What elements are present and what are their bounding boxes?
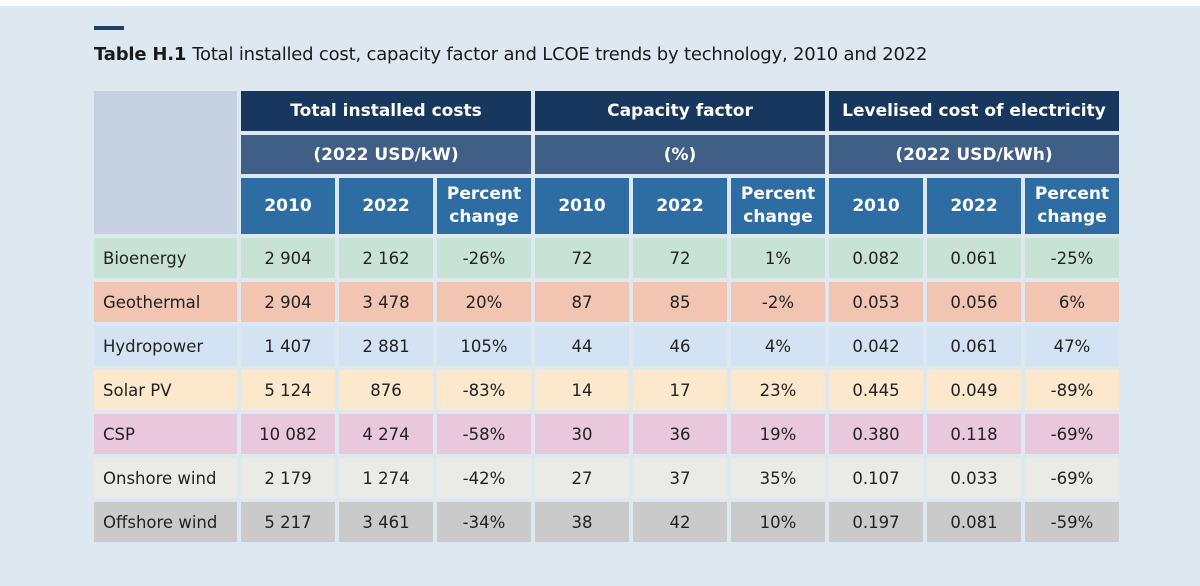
table-cell: 0.197: [829, 502, 923, 542]
table-cell: 10 082: [241, 414, 335, 454]
table-cell: 876: [339, 370, 433, 410]
table-cell: 0.380: [829, 414, 923, 454]
table-cell: -83%: [437, 370, 531, 410]
table-row: Hydropower 1 407 2 881 105% 44 46 4% 0.042 0.061…: [94, 326, 1119, 366]
technology-label: Geothermal: [94, 282, 237, 322]
table-cell: 47%: [1025, 326, 1119, 366]
column-header: 2022: [927, 178, 1021, 234]
table-cell: -89%: [1025, 370, 1119, 410]
table-row: Onshore wind 2 179 1 274 -42% 27 37 35% 0.107 0.…: [94, 458, 1119, 498]
table-title: Table H.1 Total installed cost, capacity …: [94, 44, 928, 65]
table-cell: 2 179: [241, 458, 335, 498]
table-cell: 38: [535, 502, 629, 542]
table-cell: 0.056: [927, 282, 1021, 322]
table-label: Table H.1: [94, 44, 187, 65]
table-cell: 0.118: [927, 414, 1021, 454]
table-cell: 2 162: [339, 238, 433, 278]
table-cell: 19%: [731, 414, 825, 454]
table-cell: -34%: [437, 502, 531, 542]
table-cell: 23%: [731, 370, 825, 410]
column-header: 2010: [829, 178, 923, 234]
table-cell: 5 217: [241, 502, 335, 542]
table-cell: -58%: [437, 414, 531, 454]
table-cell: 37: [633, 458, 727, 498]
table-cell: 30: [535, 414, 629, 454]
table-row: Offshore wind 5 217 3 461 -34% 38 42 10% 0.197 0…: [94, 502, 1119, 542]
table-cell: 20%: [437, 282, 531, 322]
group-header: Total installed costs: [241, 91, 531, 131]
table-cell: 0.445: [829, 370, 923, 410]
group-header: Capacity factor: [535, 91, 825, 131]
table-row: Solar PV 5 124 876 -83% 14 17 23% 0.445 0.049 -89…: [94, 370, 1119, 410]
table-cell: 6%: [1025, 282, 1119, 322]
group-unit: (2022 USD/kWh): [829, 135, 1119, 174]
table-cell: -69%: [1025, 414, 1119, 454]
accent-bar: [94, 26, 124, 30]
column-header: Percent change: [437, 178, 531, 234]
table-cell: -42%: [437, 458, 531, 498]
table-cell: 0.061: [927, 238, 1021, 278]
table-cell: 42: [633, 502, 727, 542]
data-table: Total installed costs Capacity factor Le…: [90, 87, 1123, 546]
table-row: Geothermal 2 904 3 478 20% 87 85 -2% 0.053 0.056…: [94, 282, 1119, 322]
table-cell: -69%: [1025, 458, 1119, 498]
table-cell: -2%: [731, 282, 825, 322]
table-caption: Total installed cost, capacity factor an…: [192, 44, 928, 65]
group-unit: (2022 USD/kW): [241, 135, 531, 174]
table-cell: 17: [633, 370, 727, 410]
technology-label: CSP: [94, 414, 237, 454]
corner-cell: [94, 91, 237, 234]
technology-label: Offshore wind: [94, 502, 237, 542]
table-cell: -59%: [1025, 502, 1119, 542]
table-cell: -25%: [1025, 238, 1119, 278]
table-cell: 0.061: [927, 326, 1021, 366]
column-header: 2010: [241, 178, 335, 234]
table-cell: 2 904: [241, 282, 335, 322]
table-cell: 1%: [731, 238, 825, 278]
table-cell: 72: [633, 238, 727, 278]
column-header: Percent change: [731, 178, 825, 234]
technology-label: Bioenergy: [94, 238, 237, 278]
table-cell: 0.107: [829, 458, 923, 498]
table-cell: 2 881: [339, 326, 433, 366]
table-cell: -26%: [437, 238, 531, 278]
table-cell: 0.053: [829, 282, 923, 322]
table-row: Bioenergy 2 904 2 162 -26% 72 72 1% 0.082 0.061-…: [94, 238, 1119, 278]
table-cell: 0.081: [927, 502, 1021, 542]
table-cell: 27: [535, 458, 629, 498]
table-cell: 72: [535, 238, 629, 278]
table-cell: 1 407: [241, 326, 335, 366]
table-cell: 0.042: [829, 326, 923, 366]
table-cell: 10%: [731, 502, 825, 542]
table-cell: 36: [633, 414, 727, 454]
technology-label: Solar PV: [94, 370, 237, 410]
table-cell: 35%: [731, 458, 825, 498]
table-cell: 85: [633, 282, 727, 322]
table-cell: 0.049: [927, 370, 1021, 410]
column-header: 2022: [633, 178, 727, 234]
column-header: Percent change: [1025, 178, 1119, 234]
table-cell: 3 461: [339, 502, 433, 542]
table-cell: 5 124: [241, 370, 335, 410]
technology-label: Hydropower: [94, 326, 237, 366]
technology-label: Onshore wind: [94, 458, 237, 498]
table-cell: 4 274: [339, 414, 433, 454]
table-cell: 4%: [731, 326, 825, 366]
group-unit: (%): [535, 135, 825, 174]
table-cell: 0.082: [829, 238, 923, 278]
table-cell: 44: [535, 326, 629, 366]
table-cell: 105%: [437, 326, 531, 366]
column-header: 2022: [339, 178, 433, 234]
table-cell: 1 274: [339, 458, 433, 498]
table-cell: 14: [535, 370, 629, 410]
table-cell: 87: [535, 282, 629, 322]
column-header: 2010: [535, 178, 629, 234]
table-cell: 3 478: [339, 282, 433, 322]
group-header: Levelised cost of electricity: [829, 91, 1119, 131]
table-row: CSP 10 082 4 274 -58% 30 36 19% 0.380 0.118 -69%: [94, 414, 1119, 454]
table-cell: 2 904: [241, 238, 335, 278]
table-cell: 0.033: [927, 458, 1021, 498]
table-cell: 46: [633, 326, 727, 366]
